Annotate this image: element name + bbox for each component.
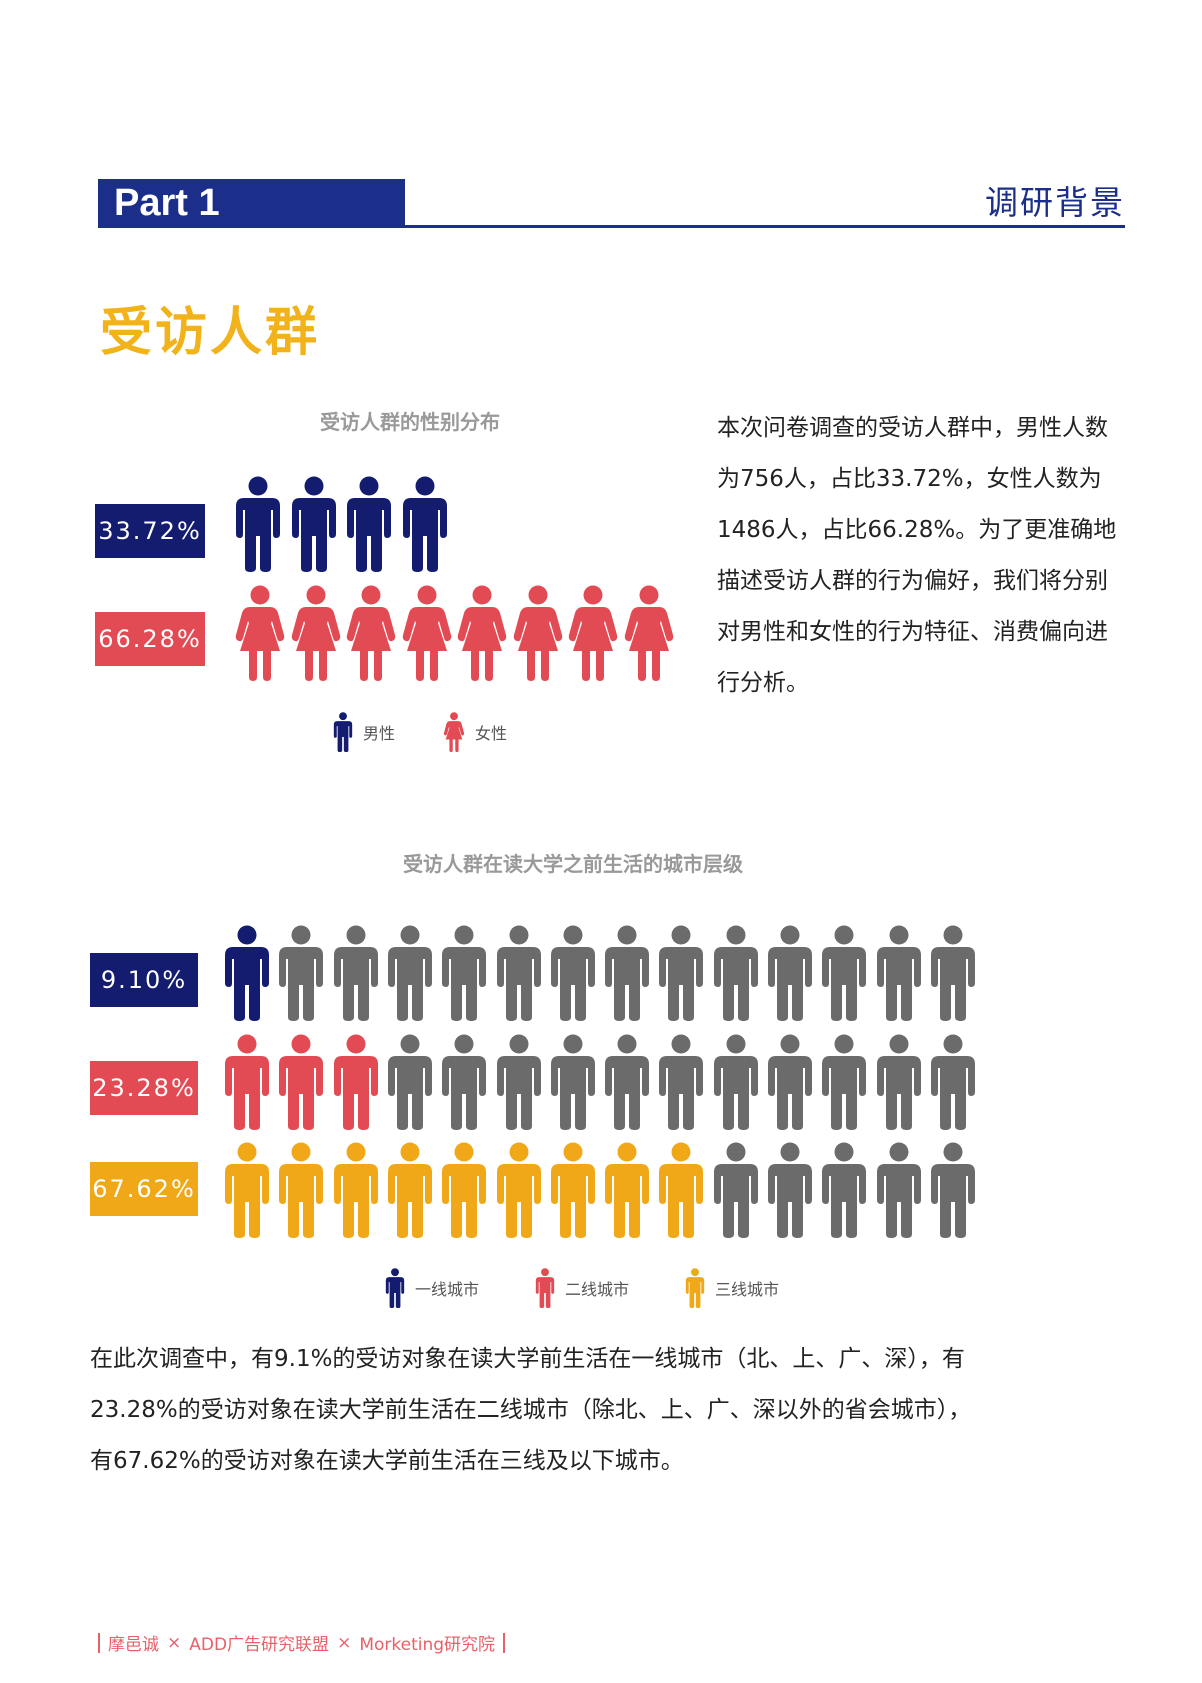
person-icon xyxy=(714,1034,758,1130)
legend-label: 女性 xyxy=(475,724,508,743)
tier3-percent-label: 67.62% xyxy=(90,1162,198,1216)
legend-tier1: 一线城市 xyxy=(385,1268,479,1308)
footer-divider xyxy=(98,1632,100,1653)
woman-icon xyxy=(402,585,452,681)
city-chart-title: 受访人群在读大学之前生活的城市层级 xyxy=(403,852,743,876)
section-name: 调研背景 xyxy=(985,183,1125,222)
legend-tier3: 三线城市 xyxy=(685,1268,779,1308)
man-icon xyxy=(346,476,392,572)
legend-tier2: 二线城市 xyxy=(535,1268,629,1308)
person-icon xyxy=(442,1034,486,1130)
page-title: 受访人群 xyxy=(100,303,321,363)
footer-separator: × xyxy=(337,1632,352,1653)
legend-female: 女性 xyxy=(443,712,507,752)
person-icon xyxy=(225,1034,269,1130)
person-icon xyxy=(551,1142,595,1238)
person-icon xyxy=(659,1142,703,1238)
man-icon xyxy=(685,1268,705,1308)
gender-legend: 男性 女性 xyxy=(333,712,507,752)
person-icon xyxy=(442,1142,486,1238)
woman-icon xyxy=(457,585,507,681)
person-icon xyxy=(822,925,866,1021)
person-icon xyxy=(334,925,378,1021)
woman-icon xyxy=(346,585,396,681)
man-icon xyxy=(291,476,337,572)
person-icon xyxy=(877,1142,921,1238)
footer-separator: × xyxy=(167,1632,182,1653)
legend-label: 一线城市 xyxy=(415,1280,480,1299)
person-icon xyxy=(551,925,595,1021)
woman-icon xyxy=(513,585,563,681)
person-icon xyxy=(659,925,703,1021)
male-percent-label: 33.72% xyxy=(95,504,205,558)
man-icon xyxy=(402,476,448,572)
person-icon xyxy=(551,1034,595,1130)
person-icon xyxy=(659,1034,703,1130)
person-icon xyxy=(442,925,486,1021)
person-icon xyxy=(931,925,975,1021)
person-icon xyxy=(388,1142,432,1238)
city-legend: 一线城市 二线城市 三线城市 xyxy=(385,1268,779,1308)
person-icon xyxy=(822,1034,866,1130)
city-description: 在此次调查中，有9.1%的受访对象在读大学前生活在一线城市（北、上、广、深），有… xyxy=(90,1346,972,1474)
gender-chart-title: 受访人群的性别分布 xyxy=(320,410,500,434)
person-icon xyxy=(279,925,323,1021)
person-icon xyxy=(334,1034,378,1130)
footer-org: ADD广告研究联盟 xyxy=(189,1635,330,1655)
person-icon xyxy=(714,925,758,1021)
header-divider xyxy=(405,225,1125,228)
footer-org: 摩邑诚 xyxy=(108,1635,159,1655)
person-icon xyxy=(714,1142,758,1238)
person-icon xyxy=(931,1142,975,1238)
woman-icon xyxy=(235,585,285,681)
person-icon xyxy=(497,925,541,1021)
woman-icon xyxy=(443,712,465,752)
man-icon xyxy=(235,476,281,572)
person-icon xyxy=(768,1142,812,1238)
person-icon xyxy=(877,925,921,1021)
man-icon xyxy=(385,1268,405,1308)
woman-icon xyxy=(568,585,618,681)
gender-description: 本次问卷调查的受访人群中，男性人数为756人，占比33.72%，女性人数为148… xyxy=(717,415,1117,696)
tier1-percent-label: 9.10% xyxy=(90,953,198,1007)
female-percent-label: 66.28% xyxy=(95,612,205,666)
person-icon xyxy=(388,1034,432,1130)
person-icon xyxy=(605,925,649,1021)
legend-label: 男性 xyxy=(363,724,396,743)
person-icon xyxy=(279,1034,323,1130)
legend-male: 男性 xyxy=(333,712,395,752)
person-icon xyxy=(768,1034,812,1130)
woman-icon xyxy=(624,585,674,681)
person-icon xyxy=(877,1034,921,1130)
tier2-percent-label: 23.28% xyxy=(90,1061,198,1115)
person-icon xyxy=(388,925,432,1021)
footer-divider xyxy=(503,1632,506,1653)
man-icon xyxy=(535,1268,555,1308)
person-icon xyxy=(497,1034,541,1130)
person-icon xyxy=(768,925,812,1021)
man-icon xyxy=(333,712,353,752)
woman-icon xyxy=(291,585,341,681)
footer-org: Morketing研究院 xyxy=(359,1635,496,1655)
person-icon xyxy=(225,925,269,1021)
legend-label: 三线城市 xyxy=(715,1280,780,1299)
person-icon xyxy=(334,1142,378,1238)
person-icon xyxy=(279,1142,323,1238)
person-icon xyxy=(931,1034,975,1130)
person-icon xyxy=(605,1142,649,1238)
footer: 摩邑诚 × ADD广告研究联盟 × Morketing研究院 xyxy=(98,1630,506,1655)
legend-label: 二线城市 xyxy=(565,1280,630,1299)
person-icon xyxy=(822,1142,866,1238)
part-label: Part 1 xyxy=(98,179,405,228)
person-icon xyxy=(605,1034,649,1130)
person-icon xyxy=(497,1142,541,1238)
person-icon xyxy=(225,1142,269,1238)
